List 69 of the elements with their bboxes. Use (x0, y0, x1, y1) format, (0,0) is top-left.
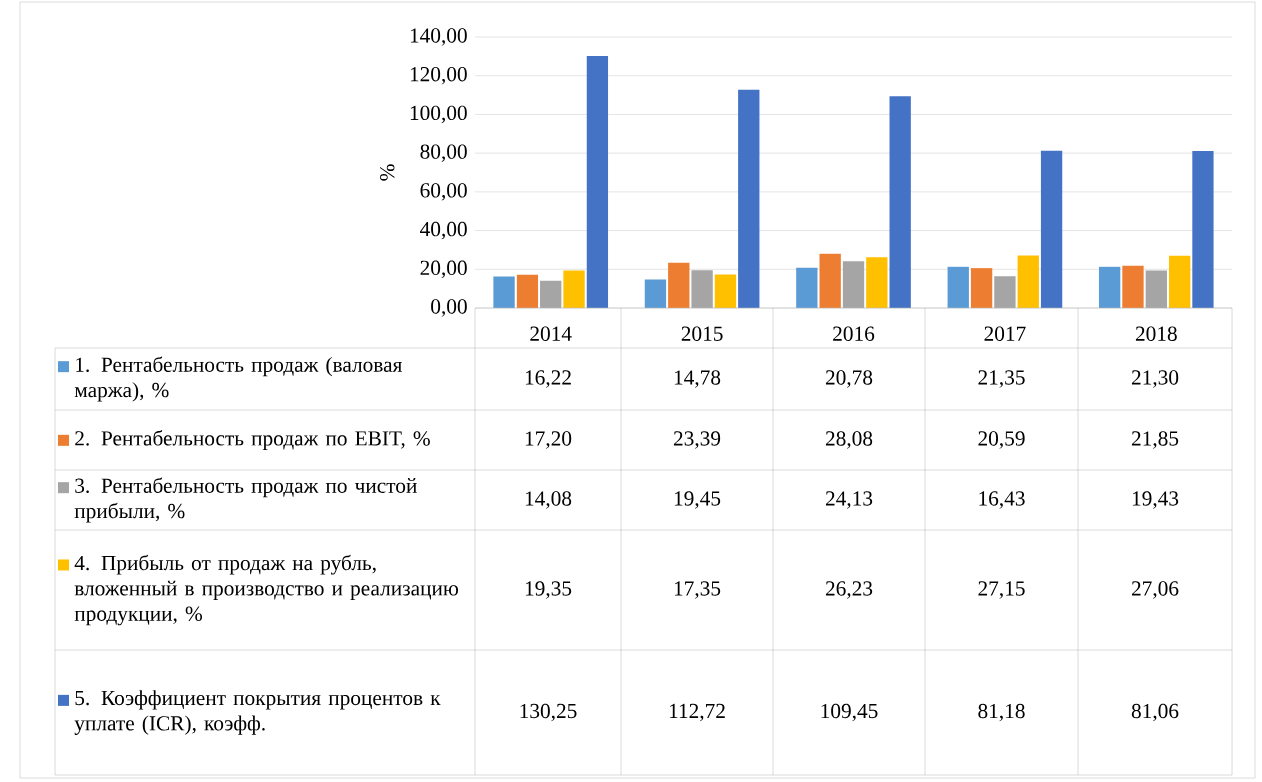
bar (563, 270, 585, 308)
data-label: 19,45 (674, 491, 721, 509)
legend-label: 5. Коэффициент покрытия процентов к уплате (ICR), коэфф. (74, 690, 441, 735)
legend-label: 2. Рентабельность продаж по EBIT, % (75, 430, 430, 450)
bar (714, 274, 737, 308)
data-label: 27,15 (978, 581, 1025, 599)
bar (994, 276, 1016, 308)
y-tick-label: 100,00 (410, 105, 467, 124)
legend-label: 3. Рентабельность продаж по чистой прибыли, % (74, 477, 417, 523)
data-label: 26,23 (825, 581, 873, 599)
bar (1145, 270, 1167, 308)
data-label: 17,35 (674, 581, 721, 599)
data-label: 19,43 (1132, 491, 1179, 509)
data-label: 27,06 (1131, 581, 1179, 599)
y-tick-label: 40,00 (420, 221, 467, 240)
data-label: 16,43 (979, 491, 1025, 509)
bar (738, 89, 760, 308)
x-tick-label: 2017 (984, 326, 1026, 341)
bar (516, 274, 539, 308)
bar (493, 276, 515, 308)
data-label: 16,22 (525, 370, 571, 388)
data-label: 81,06 (1131, 703, 1179, 722)
bar (796, 267, 818, 308)
bar (1192, 151, 1214, 308)
data-label: 21,35 (978, 370, 1025, 388)
data-label: 21,85 (1131, 431, 1179, 449)
bar (866, 257, 888, 308)
legend-label: 4. Прибыль от продаж на рубль, вложенный в производство и реализацию продукции, % (74, 554, 459, 626)
y-axis-title: % (380, 164, 395, 181)
x-tick-label: 2016 (833, 326, 875, 341)
bar (668, 262, 690, 308)
bar (1168, 255, 1191, 308)
bar (644, 279, 667, 308)
y-tick-label: 120,00 (410, 66, 467, 85)
bar (819, 253, 841, 308)
bar (1017, 255, 1039, 308)
bar (1040, 150, 1063, 308)
bar (970, 268, 993, 308)
bar (1098, 266, 1121, 308)
data-label: 81,18 (978, 703, 1025, 722)
y-tick-label: 0,00 (431, 299, 467, 317)
bar (889, 96, 911, 308)
legend-label: 1. Рентабельность продаж (валовая маржа), % (74, 356, 402, 402)
data-label: 14,08 (525, 491, 572, 509)
y-tick-label: 20,00 (420, 260, 467, 279)
bar (842, 261, 865, 308)
bar (586, 55, 609, 308)
data-label: 20,59 (978, 431, 1025, 449)
x-tick-label: 2014 (530, 326, 572, 341)
data-label: 14,78 (674, 370, 721, 388)
data-label: 24,13 (825, 491, 873, 509)
bar (1122, 265, 1144, 308)
data-label: 28,08 (825, 431, 873, 449)
data-label: 21,30 (1131, 370, 1179, 388)
data-label: 23,39 (673, 431, 721, 449)
data-label: 20,78 (825, 370, 873, 388)
x-tick-label: 2015 (681, 326, 723, 341)
data-label: 17,20 (525, 431, 572, 449)
x-tick-label: 2018 (1135, 326, 1177, 341)
bar (540, 280, 562, 308)
bar (947, 266, 969, 308)
y-tick-label: 60,00 (420, 183, 467, 201)
y-tick-label: 140,00 (410, 28, 467, 46)
data-label: 130,25 (520, 703, 577, 722)
y-tick-label: 80,00 (420, 144, 467, 162)
bar (691, 270, 713, 308)
data-label: 109,45 (821, 703, 878, 722)
data-label: 112,72 (669, 703, 725, 722)
data-label: 19,35 (525, 581, 572, 599)
